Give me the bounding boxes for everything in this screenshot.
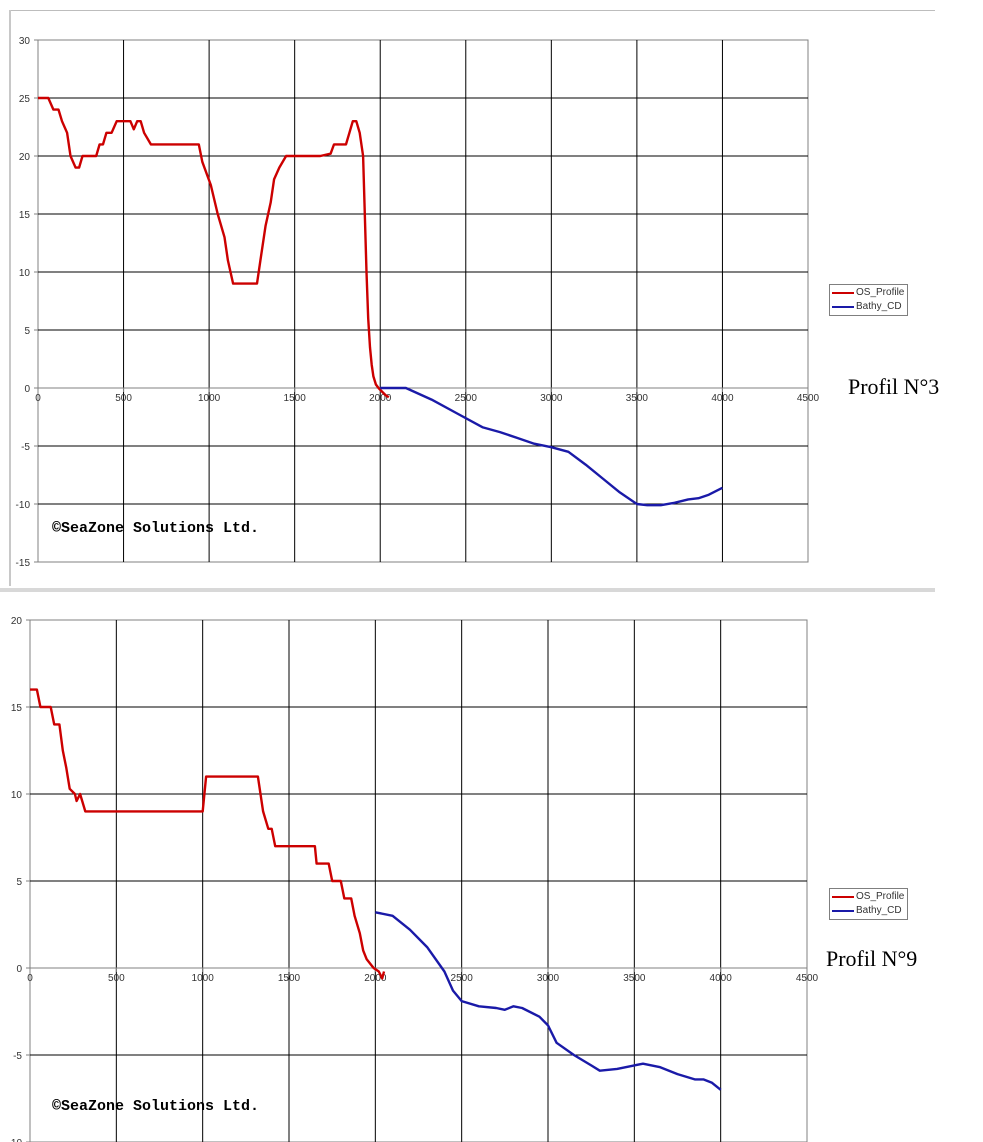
chart-frame-left — [9, 10, 11, 586]
y-tick-label: 5 — [24, 326, 30, 337]
x-tick-label: 2000 — [364, 973, 387, 984]
plot-area — [37, 39, 809, 563]
x-tick-label: 1500 — [284, 393, 307, 404]
y-tick-label: 30 — [19, 36, 31, 47]
series-line-bathy-cd — [380, 386, 723, 507]
y-tick-label: 20 — [19, 152, 31, 163]
series-line-os-profile — [38, 96, 390, 399]
legend-swatch-bathy-cd — [832, 306, 854, 308]
x-tick-label: 500 — [115, 393, 132, 404]
y-tick-label: -15 — [16, 558, 31, 569]
legend-item-os-profile: OS_Profile — [832, 286, 904, 300]
legend-swatch-bathy-cd — [832, 910, 854, 912]
legend-label: Bathy_CD — [856, 301, 902, 312]
x-tick-label: 3000 — [540, 393, 563, 404]
chart-frame-top — [10, 10, 935, 11]
chart-legend: OS_Profile Bathy_CD — [829, 888, 909, 920]
x-tick-label: 4500 — [797, 393, 820, 404]
legend-label: OS_Profile — [856, 891, 905, 902]
x-tick-label: 2000 — [369, 393, 392, 404]
y-tick-label: 0 — [24, 384, 30, 395]
y-tick-label: 15 — [19, 210, 31, 221]
x-tick-label: 3500 — [623, 973, 646, 984]
legend-item-os-profile: OS_Profile — [832, 890, 904, 904]
legend-label: OS_Profile — [856, 287, 905, 298]
y-tick-label: -5 — [21, 442, 30, 453]
copyright-watermark: ©SeaZone Solutions Ltd. — [52, 1098, 260, 1115]
y-tick-label: -10 — [8, 1138, 23, 1142]
chart-svg-profil-9: 0 500 1000 1500 2000 2500 3000 3500 4000 4500 20 15… — [8, 616, 819, 1142]
copyright-watermark: ©SeaZone Solutions Ltd. — [52, 520, 260, 537]
chart-panel-profil-9: 0 500 1000 1500 2000 2500 3000 3500 4000 4500 20 15… — [0, 588, 983, 1142]
x-tick-label: 4000 — [710, 973, 733, 984]
series-line-bathy-cd — [375, 911, 722, 1091]
x-tick-label: 3000 — [537, 973, 560, 984]
x-tick-label: 3500 — [626, 393, 649, 404]
legend-swatch-os-profile — [832, 292, 854, 294]
y-tick-label: 5 — [16, 877, 22, 888]
x-tick-label: 1000 — [198, 393, 221, 404]
chart-svg-profil-3: 0 500 1000 1500 2000 2500 3000 3500 4000 4500 30 25… — [16, 36, 820, 569]
x-tick-label: 0 — [27, 973, 33, 984]
x-tick-label: 500 — [108, 973, 125, 984]
chart-legend: OS_Profile Bathy_CD — [829, 284, 909, 316]
x-tick-label: 4000 — [711, 393, 734, 404]
legend-item-bathy-cd: Bathy_CD — [832, 904, 904, 918]
profile-label: Profil N°3 — [848, 374, 940, 399]
x-tick-label: 0 — [35, 393, 41, 404]
chart-panel-profil-3: 0 500 1000 1500 2000 2500 3000 3500 4000 4500 30 25… — [9, 10, 940, 586]
chart-separator — [0, 588, 935, 592]
y-tick-label: 10 — [11, 790, 23, 801]
legend-label: Bathy_CD — [856, 905, 902, 916]
x-tick-label: 2500 — [455, 393, 478, 404]
y-tick-label: 0 — [16, 964, 22, 975]
x-tick-label: 1500 — [278, 973, 301, 984]
x-tick-label: 1000 — [192, 973, 215, 984]
series-line-os-profile — [30, 688, 386, 980]
y-tick-label: 20 — [11, 616, 23, 627]
profile-label: Profil N°9 — [826, 946, 918, 971]
y-tick-label: 15 — [11, 703, 23, 714]
y-tick-label: -10 — [16, 500, 31, 511]
legend-item-bathy-cd: Bathy_CD — [832, 300, 904, 314]
x-tick-label: 4500 — [796, 973, 819, 984]
x-tick-label: 2500 — [451, 973, 474, 984]
y-tick-label: 25 — [19, 94, 31, 105]
y-tick-label: -5 — [13, 1051, 22, 1062]
y-tick-label: 10 — [19, 268, 31, 279]
legend-swatch-os-profile — [832, 896, 854, 898]
